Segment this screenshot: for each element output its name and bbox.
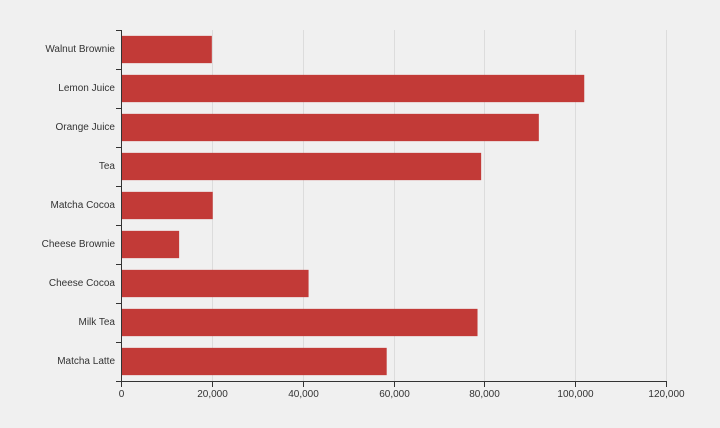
y-tick-label: Milk Tea: [79, 317, 116, 328]
x-tick-label: 20,000: [197, 389, 228, 400]
x-tick-label: 120,000: [648, 389, 685, 400]
x-tick-label: 40,000: [288, 389, 319, 400]
bar: [121, 35, 212, 64]
x-tick-label: 60,000: [379, 389, 410, 400]
y-tick-label: Matcha Latte: [57, 356, 115, 367]
bars: [121, 35, 585, 376]
bar: [121, 230, 180, 259]
y-tick-label: Tea: [99, 161, 116, 172]
y-tick-label: Lemon Juice: [58, 83, 115, 94]
bar: [121, 152, 482, 181]
y-tick-label: Walnut Brownie: [45, 44, 115, 55]
y-axis: Walnut Brownie Lemon Juice Orange Juice Tea…: [42, 30, 122, 382]
x-tick-label: 0: [119, 389, 125, 400]
bar: [121, 74, 585, 103]
y-tick-label: Orange Juice: [56, 122, 116, 133]
y-tick-label: Cheese Cocoa: [49, 278, 116, 289]
x-tick-label: 100,000: [557, 389, 594, 400]
y-tick-label: Matcha Cocoa: [51, 200, 116, 211]
bar: [121, 347, 387, 376]
bar: [121, 113, 539, 142]
y-tick-label: Cheese Brownie: [42, 239, 116, 250]
bar: [121, 308, 478, 337]
bar: [121, 269, 309, 298]
x-axis: 0 20,000 40,000 60,000 80,000 100,000 120,000: [119, 381, 685, 400]
bar: [121, 191, 213, 220]
x-tick-label: 80,000: [469, 389, 500, 400]
